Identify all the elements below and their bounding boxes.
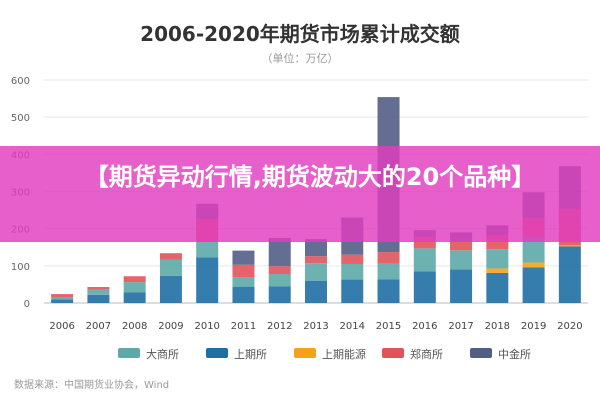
bar-segment: [232, 250, 255, 265]
y-tick-label: 600: [11, 76, 30, 87]
x-tick-label: 2015: [376, 321, 401, 332]
x-tick-label: 2011: [231, 321, 256, 332]
bar-segment: [450, 241, 473, 251]
x-tick-label: 2014: [340, 321, 365, 332]
bar-segment: [51, 294, 74, 298]
bar-segment: [341, 263, 364, 280]
legend-label: 大商所: [146, 348, 179, 361]
bar-segment: [413, 271, 436, 303]
bar-segment: [305, 280, 327, 303]
x-tick-label: 2009: [158, 321, 183, 332]
bar-segment: [268, 237, 291, 267]
bar-segment: [450, 269, 473, 303]
x-tick-label: 2017: [448, 321, 473, 332]
bar-segment: [51, 297, 74, 300]
x-tick-label: 2010: [194, 321, 219, 332]
bar-segment: [305, 256, 327, 264]
overlay-banner: 【期货异动行情,期货波动大的20个品种】: [0, 146, 600, 242]
bar-segment: [268, 286, 291, 303]
x-tick-label: 2016: [412, 321, 437, 332]
bar-segment: [305, 239, 327, 257]
y-tick-label: 0: [24, 299, 30, 310]
bar-segment: [522, 236, 545, 263]
x-tick-label: 2020: [557, 321, 582, 332]
bar-segment: [232, 264, 255, 278]
legend: 大商所 上期所 上期能源 郑商所 中金所: [0, 346, 600, 362]
bar-segment: [87, 289, 110, 295]
bar-segment: [268, 266, 291, 275]
bar-segment: [196, 241, 219, 258]
bar-segment: [377, 263, 400, 280]
bar-segment: [558, 246, 581, 303]
chart-title: 2006-2020年期货市场累计成交额: [140, 22, 460, 46]
bar-segment: [377, 279, 400, 303]
y-tick-label: 500: [11, 113, 30, 124]
bar-segment: [87, 287, 110, 290]
legend-swatch: [118, 348, 140, 358]
bar-segment: [268, 274, 291, 287]
bar-segment: [341, 254, 364, 264]
bar-segment: [486, 272, 509, 303]
x-tick-label: 2018: [485, 321, 510, 332]
bar-segment: [486, 249, 509, 269]
legend-swatch: [470, 348, 492, 358]
source-note: 数据来源：中国期货业协会，Wind: [14, 380, 170, 391]
bar-segment: [450, 250, 473, 270]
legend-swatch: [382, 348, 404, 358]
bar-segment: [522, 267, 545, 303]
bar-segment: [123, 292, 146, 303]
bar-segment: [522, 262, 545, 268]
bar-segment: [305, 263, 327, 281]
banner-text: 【期货异动行情,期货波动大的20个品种】: [84, 163, 536, 191]
bar-segment: [159, 275, 182, 303]
bar-segment: [232, 286, 255, 303]
bar-segment: [159, 259, 182, 276]
x-tick-label: 2007: [86, 321, 111, 332]
x-tick-label: 2019: [521, 321, 546, 332]
bar-segment: [159, 253, 182, 260]
y-tick-label: 100: [11, 262, 30, 273]
bar-segment: [341, 279, 364, 303]
bar-segment: [413, 236, 436, 249]
x-tick-label: 2013: [303, 321, 328, 332]
bar-segment: [232, 277, 255, 287]
legend-label: 上期所: [234, 348, 267, 361]
bar-segment: [123, 276, 146, 283]
x-tick-label: 2006: [49, 321, 74, 332]
legend-swatch: [206, 348, 228, 358]
bar-segment: [123, 282, 146, 293]
bar-segment: [196, 257, 219, 303]
bar-segment: [377, 252, 400, 264]
x-tick-label: 2012: [267, 321, 292, 332]
bar-segment: [558, 245, 581, 247]
bar-segment: [413, 248, 436, 272]
x-tick-label: 2008: [122, 321, 147, 332]
legend-label: 郑商所: [410, 348, 443, 361]
legend-swatch: [294, 348, 316, 358]
legend-label: 上期能源: [322, 348, 366, 361]
legend-label: 中金所: [498, 348, 531, 361]
chart-subtitle: （单位：万亿）: [261, 52, 339, 65]
bar-segment: [486, 268, 509, 273]
bar-segment: [51, 299, 74, 303]
bar-segment: [87, 294, 110, 303]
